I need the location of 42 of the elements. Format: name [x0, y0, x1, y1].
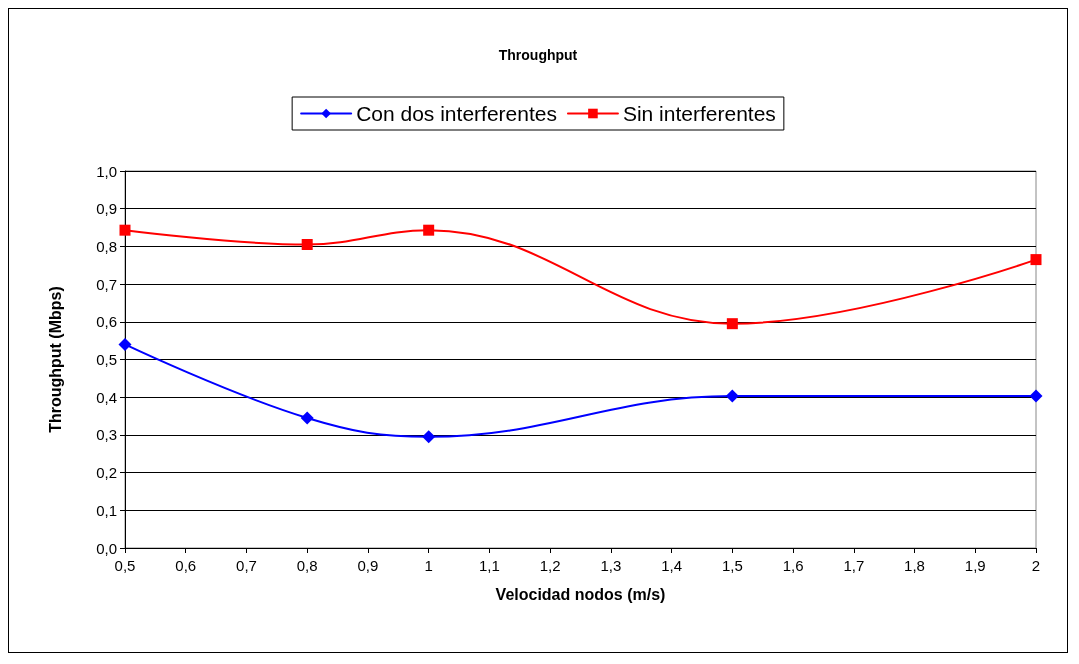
y-tick-label: 0,5: [96, 351, 117, 368]
x-tick-label: 1,1: [478, 557, 500, 574]
point: [119, 224, 131, 236]
x-tick-label: 0,9: [357, 557, 379, 574]
x-tick-label: 1,3: [600, 557, 622, 574]
x-tick-label: 0,7: [236, 557, 257, 574]
y-tick-label: 0,6: [96, 313, 117, 331]
x-tick-label: 1,4: [661, 557, 683, 574]
y-tick-label: 0,2: [96, 464, 117, 482]
x-tick-label: 2: [1031, 557, 1041, 574]
x-tick-label: 1,8: [904, 557, 925, 574]
x-tick-label: 0,6: [175, 557, 197, 574]
x-axis-title: Velocidad nodos (m/s): [495, 585, 666, 603]
point: [725, 389, 739, 403]
point: [118, 337, 132, 351]
x-tick-label: 1: [424, 557, 433, 574]
y-tick-label: 0,4: [96, 388, 117, 406]
y-tick-label: 0,9: [96, 200, 117, 218]
chart-title: Throughput: [498, 47, 578, 63]
legend-label: Con dos interferentes: [356, 102, 557, 125]
legend-label: Sin interferentes: [622, 102, 776, 125]
x-tick-label: 0,5: [114, 557, 136, 574]
y-axis-title: Throughput (Mbps): [46, 286, 64, 433]
y-tick-label: 0,8: [96, 237, 117, 255]
y-tick-label: 0,7: [96, 275, 117, 293]
point: [726, 318, 738, 330]
x-tick-label: 1,2: [539, 557, 561, 574]
x-tick-label: 1,6: [782, 557, 804, 574]
point: [422, 430, 436, 444]
point: [1029, 389, 1043, 403]
point: [423, 224, 435, 236]
x-tick-label: 0,8: [296, 557, 318, 574]
y-tick-label: 0,3: [96, 426, 117, 444]
x-tick-label: 1,7: [843, 557, 865, 574]
y-tick-label: 1,0: [96, 162, 117, 180]
y-tick-label: 0,1: [96, 501, 117, 519]
x-tick-label: 1,9: [964, 557, 986, 574]
point: [301, 239, 313, 251]
y-tick-label: 0,0: [96, 539, 117, 557]
x-tick-label: 1,5: [721, 557, 743, 574]
point: [1030, 254, 1042, 266]
point: [300, 411, 314, 425]
